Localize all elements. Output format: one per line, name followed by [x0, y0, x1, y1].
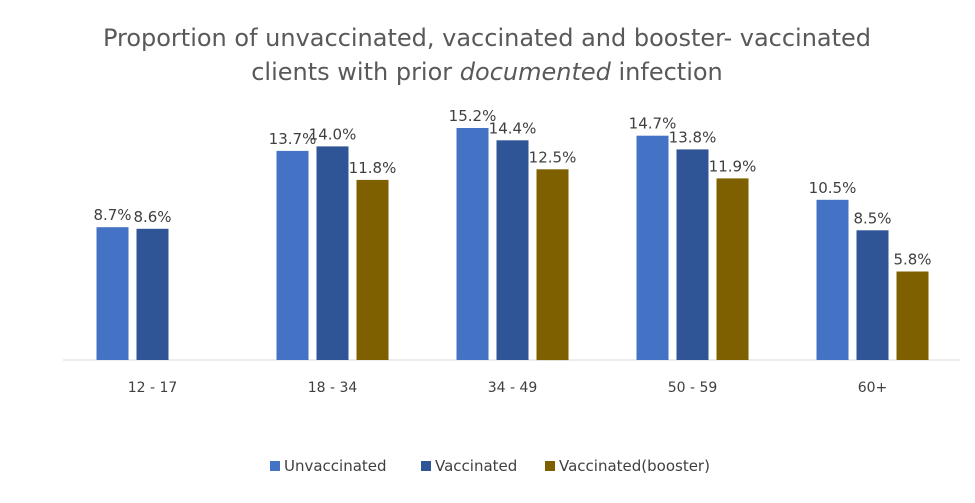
data-label-1-5: 10.5%: [809, 179, 857, 197]
chart-title-emphasis: documented: [460, 58, 612, 86]
chart-title-line-2: clients with prior documented infection: [251, 58, 723, 86]
x-tick-label-4: 50 - 59: [668, 380, 718, 396]
x-tick-label-2: 18 - 34: [308, 380, 358, 396]
bar-3-2: [356, 179, 389, 360]
data-label-2-3: 14.4%: [489, 119, 537, 137]
legend-swatch-1: [270, 461, 280, 471]
data-label-1-3: 15.2%: [449, 107, 497, 125]
data-label-1-4: 14.7%: [629, 115, 677, 133]
bar-3-5: [896, 271, 929, 360]
data-label-3-4: 11.9%: [709, 157, 757, 175]
legend-swatch-3: [545, 461, 555, 471]
chart-title-line-2-end: infection: [611, 58, 723, 86]
bars-group: [96, 128, 929, 361]
chart-title-line-1: Proportion of unvaccinated, vaccinated a…: [103, 24, 871, 52]
bar-3-4: [716, 178, 749, 360]
bar-1-4: [636, 135, 669, 360]
bar-3-3: [536, 169, 569, 361]
bar-2-3: [496, 140, 529, 360]
x-tick-label-1: 12 - 17: [128, 380, 178, 396]
legend: Unvaccinated Vaccinated Vaccinated(booster…: [270, 457, 710, 475]
bar-2-4: [676, 149, 709, 360]
data-labels-group: 8.7% 8.6% 13.7%14.0% 11.8% 15.2%14.4% 12.5% 14…: [93, 107, 931, 269]
legend-swatch-2: [421, 461, 431, 471]
data-label-2-5: 8.5%: [853, 209, 891, 227]
bar-1-2: [276, 150, 309, 360]
data-label-2-2: 14.0%: [309, 125, 357, 143]
data-label-1-2: 13.7%: [269, 130, 317, 148]
bar-1-3: [456, 128, 489, 360]
bar-1-5: [816, 199, 849, 360]
data-label-3-3: 12.5%: [529, 148, 577, 166]
x-tick-labels-group: 12 - 17 18 - 34 34 - 49 50 - 59 60+: [128, 380, 888, 396]
bar-2-2: [316, 146, 349, 360]
data-label-2-1: 8.6%: [133, 208, 171, 226]
bar-2-1: [136, 228, 169, 360]
legend-label-1: Unvaccinated: [284, 457, 387, 475]
data-label-3-2: 11.8%: [349, 159, 397, 177]
data-label-3-5: 5.8%: [893, 251, 931, 269]
legend-label-3: Vaccinated(booster): [559, 457, 710, 475]
data-label-2-4: 13.8%: [669, 128, 717, 146]
bar-2-5: [856, 230, 889, 360]
data-label-1-1: 8.7%: [93, 206, 131, 224]
x-tick-label-3: 34 - 49: [488, 380, 538, 396]
x-tick-label-5: 60+: [858, 380, 888, 396]
legend-label-2: Vaccinated: [435, 457, 517, 475]
chart-title-line-2-start: clients with prior: [251, 58, 460, 86]
bar-1-1: [96, 227, 129, 360]
